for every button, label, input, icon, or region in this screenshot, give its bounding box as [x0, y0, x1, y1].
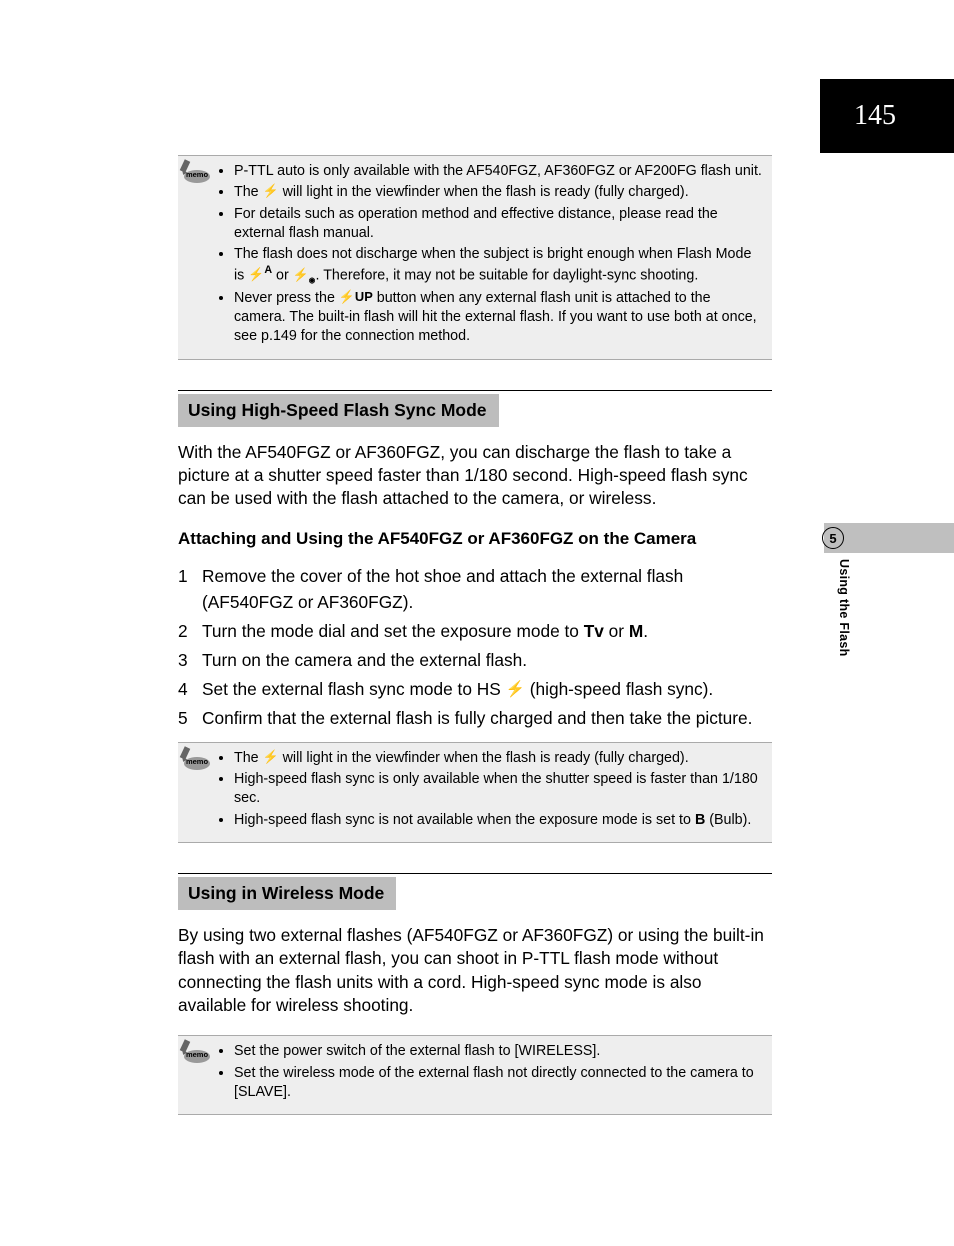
section-paragraph: With the AF540FGZ or AF360FGZ, you can d…	[178, 441, 772, 511]
manual-page: 145 5 Using the Flash memo P-TTL auto is…	[0, 0, 954, 1246]
memo-item: The ⚡ will light in the viewfinder when …	[234, 183, 764, 202]
memo-icon: memo	[184, 751, 210, 771]
section-subheading: Attaching and Using the AF540FGZ or AF36…	[178, 529, 772, 549]
procedure-step: 1Remove the cover of the hot shoe and at…	[178, 563, 772, 617]
tv-mode-symbol: Tv	[584, 621, 604, 641]
page-header-bar: 145	[820, 79, 954, 153]
section-heading: Using High-Speed Flash Sync Mode	[178, 394, 499, 427]
chapter-side-tab: 5 Using the Flash	[924, 527, 954, 677]
section-divider	[178, 390, 772, 391]
flash-icon: ⚡	[263, 748, 279, 765]
chapter-number-badge: 5	[822, 527, 844, 549]
memo-block-3: memo Set the power switch of the externa…	[178, 1035, 772, 1115]
memo-list: The ⚡ will light in the viewfinder when …	[220, 749, 764, 832]
memo-item: High-speed flash sync is not available w…	[234, 811, 764, 830]
memo-icon: memo	[184, 1044, 210, 1064]
m-mode-symbol: M	[629, 621, 643, 641]
chapter-number: 5	[829, 531, 836, 546]
flash-up-icon: ⚡UP	[339, 288, 373, 305]
memo-list: P-TTL auto is only available with the AF…	[220, 162, 764, 349]
memo-item: For details such as operation method and…	[234, 205, 764, 244]
procedure-step: 5Confirm that the external flash is full…	[178, 705, 772, 732]
memo-item: The flash does not discharge when the su…	[234, 245, 764, 287]
chapter-title: Using the Flash	[837, 559, 851, 657]
procedure-step: 2Turn the mode dial and set the exposure…	[178, 618, 772, 645]
procedure-list: 1Remove the cover of the hot shoe and at…	[178, 563, 772, 732]
procedure-step: 3Turn on the camera and the external fla…	[178, 647, 772, 674]
memo-item: The ⚡ will light in the viewfinder when …	[234, 749, 764, 768]
memo-list: Set the power switch of the external fla…	[220, 1042, 764, 1104]
bulb-mode-symbol: B	[695, 812, 705, 828]
procedure-step: 4Set the external flash sync mode to HS …	[178, 676, 772, 703]
memo-item: Set the power switch of the external fla…	[234, 1042, 764, 1061]
memo-block-2: memo The ⚡ will light in the viewfinder …	[178, 742, 772, 843]
memo-item: P-TTL auto is only available with the AF…	[234, 162, 764, 181]
flash-redeye-icon: ⚡◉	[293, 266, 316, 286]
memo-item: Never press the ⚡UP button when any exte…	[234, 289, 764, 347]
memo-block-1: memo P-TTL auto is only available with t…	[178, 155, 772, 360]
memo-item: Set the wireless mode of the external fl…	[234, 1064, 764, 1103]
memo-icon: memo	[184, 164, 210, 184]
section-divider	[178, 873, 772, 874]
flash-auto-icon: ⚡A	[248, 263, 272, 283]
page-number: 145	[854, 100, 896, 132]
flash-icon: ⚡	[263, 182, 279, 199]
flash-icon: ⚡	[506, 678, 525, 702]
page-content: memo P-TTL auto is only available with t…	[178, 155, 772, 1145]
section-paragraph: By using two external flashes (AF540FGZ …	[178, 924, 772, 1017]
section-heading: Using in Wireless Mode	[178, 877, 396, 910]
memo-item: High-speed flash sync is only available …	[234, 770, 764, 809]
